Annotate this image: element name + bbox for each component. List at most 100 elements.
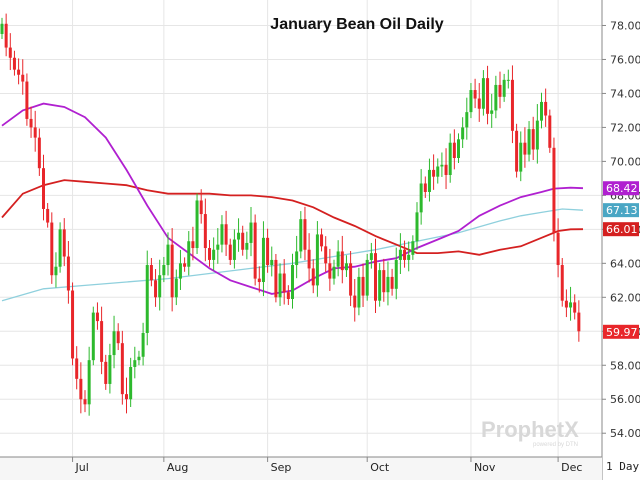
svg-text:67.13: 67.13 — [606, 204, 638, 217]
candle-52 — [216, 228, 220, 264]
candle-66 — [274, 253, 278, 303]
candle-48 — [199, 189, 203, 224]
candle-85 — [353, 279, 357, 322]
candle-25 — [104, 354, 108, 390]
candle-94 — [390, 268, 394, 296]
candle-4 — [17, 58, 21, 85]
y-tick-label-4: 62.00 — [610, 291, 640, 304]
axes — [0, 0, 603, 480]
candle-53 — [220, 215, 224, 253]
candle-103 — [427, 158, 431, 202]
candle-58 — [241, 225, 245, 256]
candle-20 — [83, 390, 87, 413]
candle-6 — [25, 73, 29, 126]
candle-96 — [398, 233, 402, 275]
candle-81 — [336, 240, 340, 277]
candle-106 — [440, 152, 444, 177]
candle-15 — [62, 218, 66, 267]
candle-56 — [232, 229, 236, 269]
candle-91 — [378, 263, 382, 307]
candle-18 — [75, 346, 79, 390]
ma-line-67-13 — [1, 208, 584, 302]
candle-126 — [523, 127, 527, 168]
ma-line-68-42 — [1, 102, 584, 295]
candle-61 — [253, 214, 257, 286]
candle-2 — [8, 33, 12, 71]
candle-119 — [494, 75, 498, 119]
candle-136 — [564, 289, 568, 318]
y-tick-label-0: 54.00 — [610, 427, 640, 440]
svg-text:59.97: 59.97 — [606, 326, 638, 339]
candle-137 — [569, 286, 573, 321]
candle-132 — [548, 109, 552, 153]
candle-78 — [324, 236, 328, 272]
candle-0 — [0, 17, 4, 40]
y-tick-label-8: 70.00 — [610, 155, 640, 168]
candle-89 — [369, 242, 373, 269]
candle-8 — [33, 110, 37, 152]
candle-14 — [58, 222, 62, 273]
flag-ma-red: 66.01 — [603, 222, 639, 237]
svg-text:66.01: 66.01 — [606, 223, 638, 236]
price-flags: 68.42 67.13 66.01 59.97 — [603, 181, 639, 339]
candle-112 — [465, 97, 469, 140]
candle-43 — [178, 249, 182, 290]
candle-124 — [515, 123, 519, 178]
candle-98 — [407, 241, 411, 272]
candle-16 — [66, 241, 70, 304]
candle-114 — [473, 78, 477, 109]
candle-7 — [29, 106, 33, 138]
y-tick-label-5: 64.00 — [610, 257, 640, 270]
candle-110 — [457, 133, 460, 164]
candle-26 — [108, 343, 112, 394]
candle-82 — [340, 235, 344, 284]
candle-125 — [519, 131, 523, 182]
y-tick-label-1: 56.00 — [610, 393, 640, 406]
candle-133 — [552, 137, 556, 242]
candle-17 — [71, 282, 75, 366]
y-tick-label-2: 58.00 — [610, 359, 640, 372]
candle-77 — [320, 228, 324, 252]
candle-10 — [42, 154, 45, 221]
ma-line-66-01 — [1, 179, 584, 256]
chart-title: January Bean Oil Daily — [270, 16, 444, 33]
y-tick-label-10: 74.00 — [610, 87, 640, 100]
candlesticks — [0, 13, 581, 416]
candle-100 — [415, 202, 419, 250]
x-tick-label-nov: Nov — [474, 461, 496, 474]
x-tick-label-jul: Jul — [75, 461, 89, 474]
candle-35 — [145, 250, 149, 346]
candle-36 — [149, 258, 153, 287]
candle-57 — [237, 218, 241, 252]
candle-67 — [278, 263, 282, 306]
y-tick-label-9: 72.00 — [610, 121, 640, 134]
candle-38 — [158, 259, 162, 311]
watermark-brand: ProphetX — [481, 417, 579, 442]
candle-84 — [349, 251, 353, 307]
candle-80 — [332, 259, 336, 285]
candle-129 — [535, 104, 539, 164]
candle-24 — [100, 306, 104, 375]
candle-64 — [266, 228, 270, 273]
candle-138 — [573, 294, 577, 320]
candle-128 — [531, 116, 535, 160]
candle-118 — [490, 93, 494, 128]
flag-last-price: 59.97 — [603, 324, 639, 339]
candle-19 — [79, 362, 83, 414]
candle-13 — [54, 252, 58, 288]
candle-55 — [228, 238, 232, 265]
candle-21 — [87, 346, 91, 416]
candle-99 — [411, 235, 415, 260]
candle-139 — [577, 300, 581, 342]
candle-60 — [249, 207, 253, 257]
candle-12 — [50, 212, 54, 284]
flag-ma-purple: 68.42 — [603, 181, 639, 196]
candle-39 — [162, 256, 166, 283]
period-label[interactable]: 1 Day — [606, 460, 639, 473]
candle-72 — [299, 211, 303, 259]
candle-5 — [21, 59, 25, 95]
candle-33 — [137, 350, 141, 366]
candle-105 — [436, 158, 440, 184]
x-axis-tick-labels: Jul Aug Sep Oct Nov Dec — [72, 457, 582, 474]
candle-22 — [91, 306, 95, 366]
